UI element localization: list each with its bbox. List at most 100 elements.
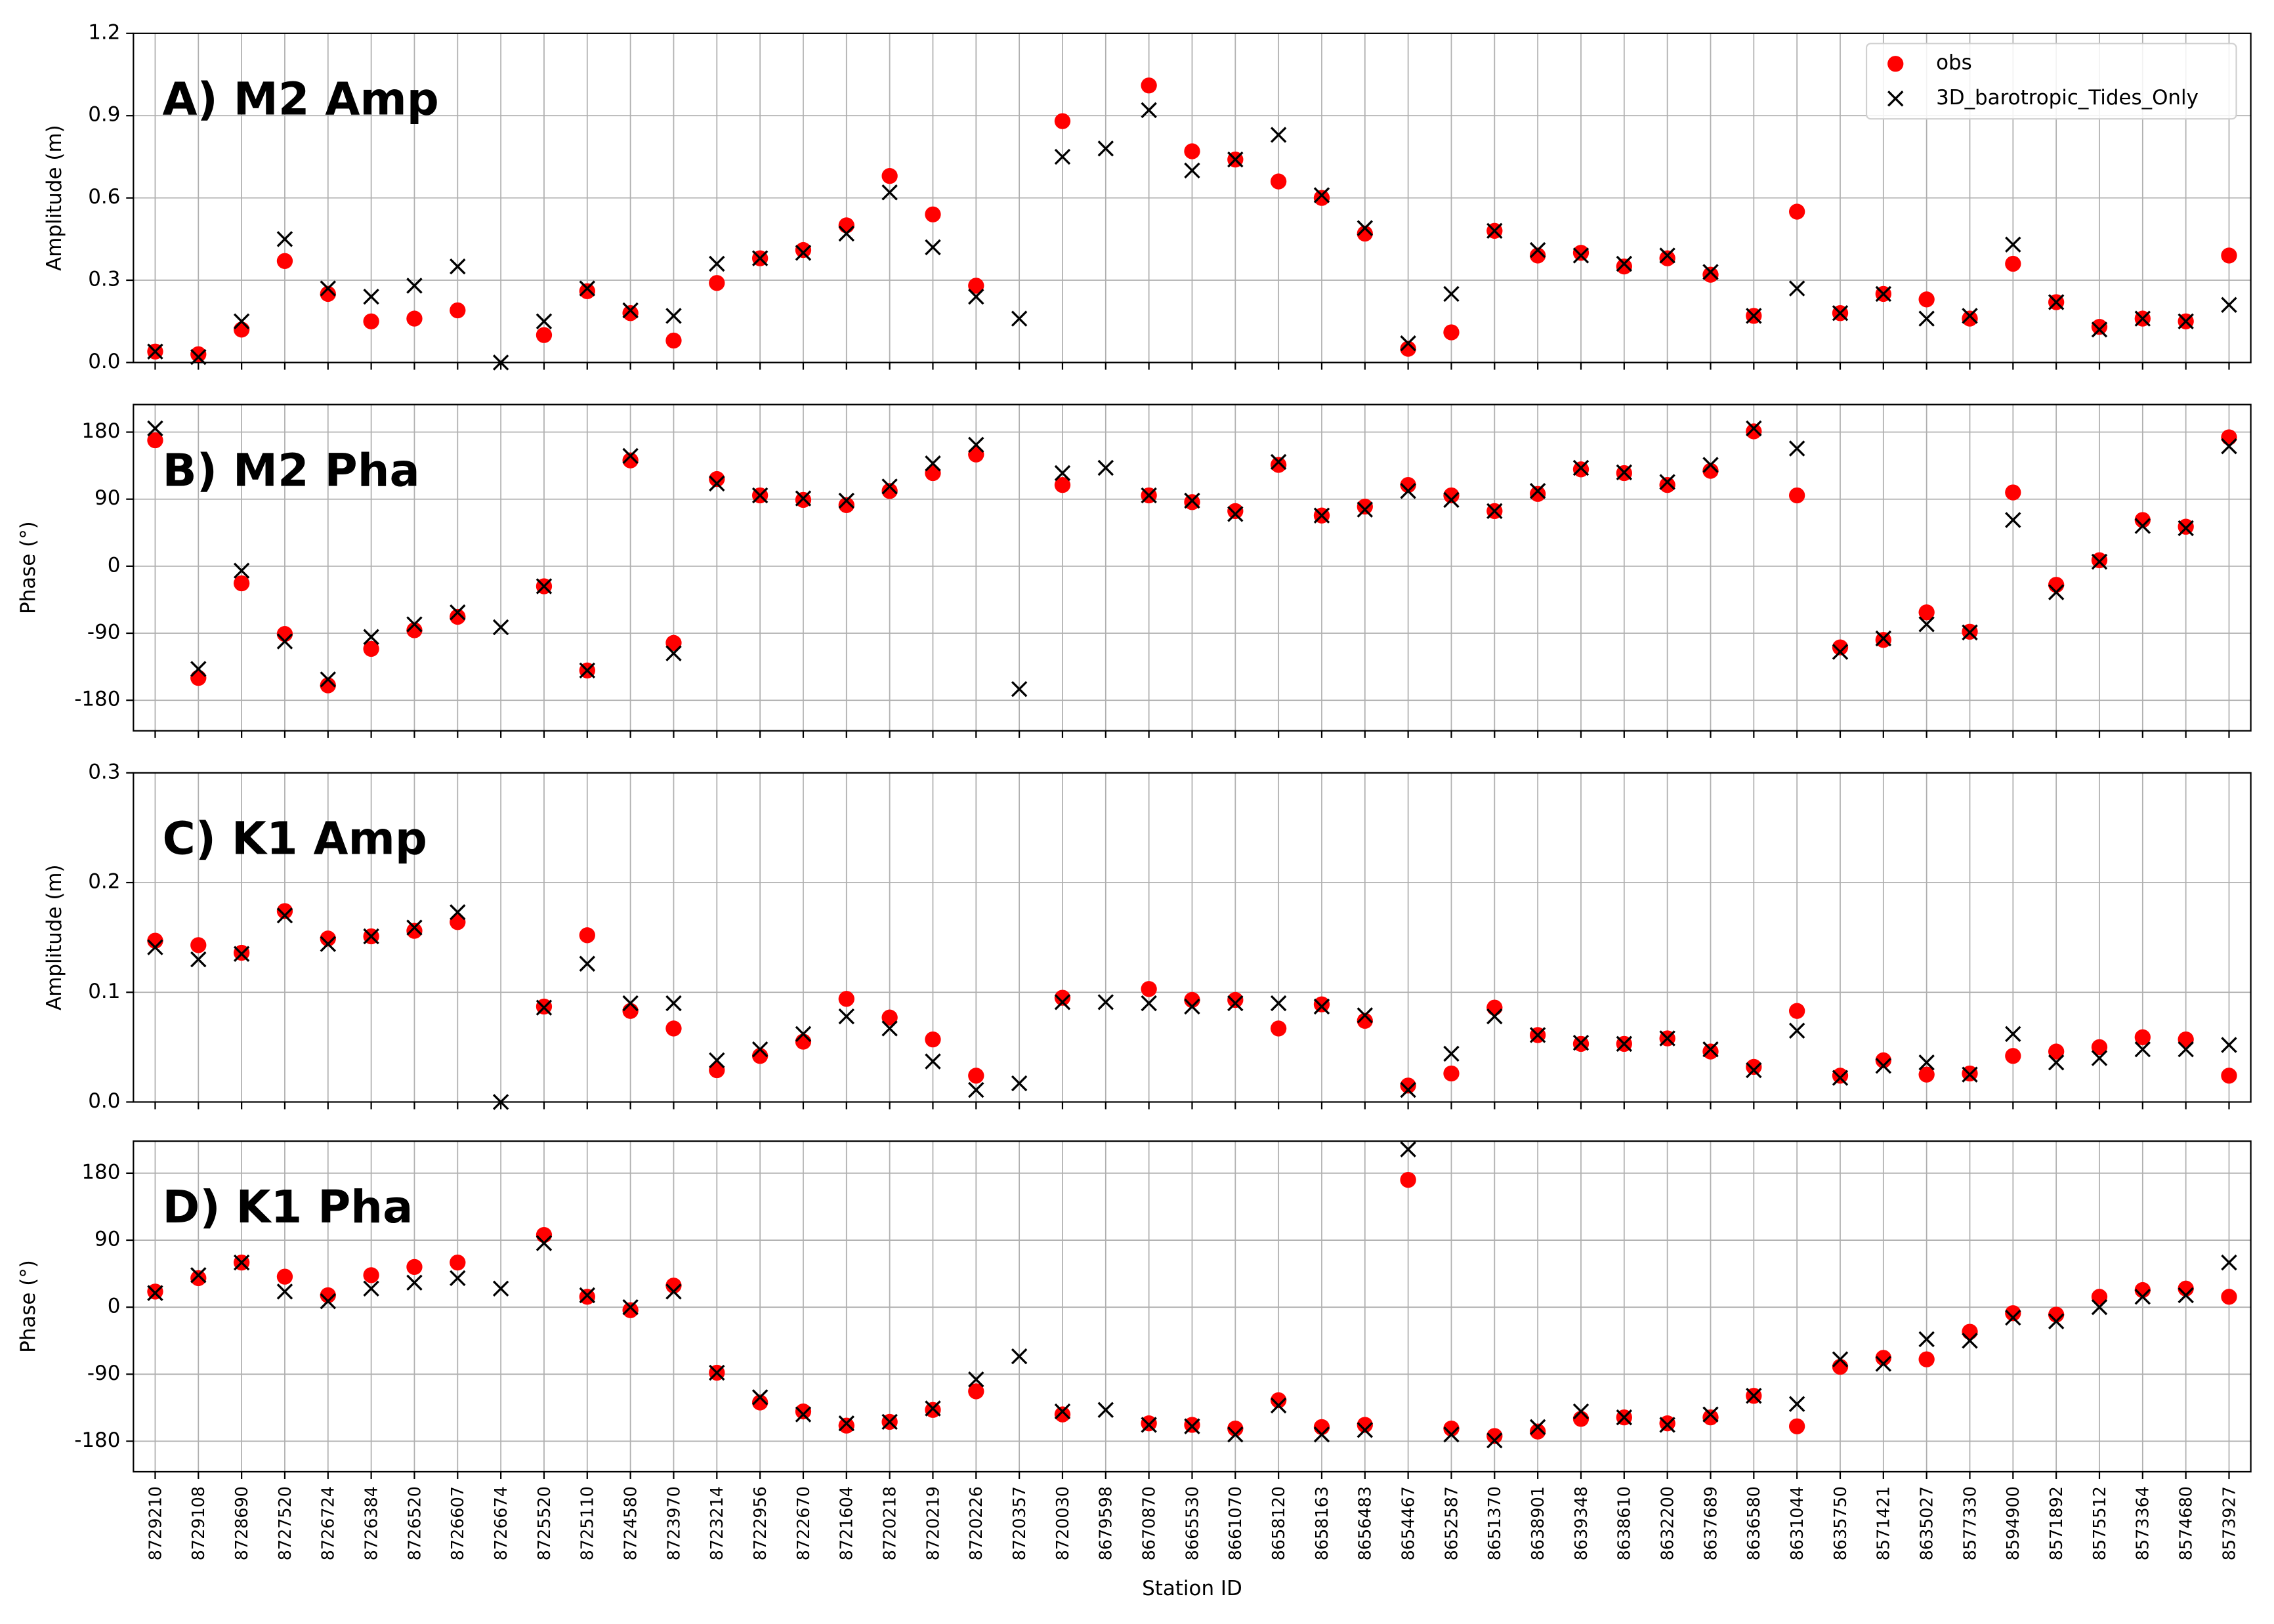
y-tick-label: 0.6 bbox=[88, 185, 120, 209]
obs-point bbox=[968, 278, 984, 294]
obs-point bbox=[1313, 996, 1330, 1012]
obs-point bbox=[1529, 486, 1546, 502]
model-point bbox=[1141, 487, 1157, 504]
obs-point bbox=[406, 1259, 423, 1276]
obs-point bbox=[1746, 1058, 1762, 1075]
x-tick-label: 8571421 bbox=[1874, 1486, 1893, 1560]
obs-point bbox=[320, 930, 336, 947]
obs-point bbox=[1054, 113, 1071, 129]
model-point bbox=[579, 955, 596, 972]
x-tick-label: 8679598 bbox=[1096, 1486, 1116, 1560]
model-point bbox=[1357, 1422, 1374, 1438]
model-point bbox=[622, 448, 639, 465]
model-point bbox=[1702, 264, 1719, 280]
model-point bbox=[1702, 457, 1719, 473]
model-point bbox=[1616, 464, 1633, 481]
model-point bbox=[1702, 1041, 1719, 1058]
obs-point bbox=[1227, 503, 1244, 520]
model-point bbox=[536, 999, 553, 1016]
model-point bbox=[2134, 1289, 2151, 1305]
model-point bbox=[1832, 1351, 1849, 1367]
x-tick-label: 8651370 bbox=[1484, 1486, 1504, 1560]
obs-point bbox=[276, 1268, 293, 1285]
model-point bbox=[363, 629, 379, 645]
model-point bbox=[1572, 1034, 1590, 1051]
model-point bbox=[233, 562, 250, 579]
x-tick-label: 8725110 bbox=[578, 1486, 597, 1560]
model-point bbox=[622, 302, 639, 319]
model-point bbox=[276, 907, 293, 924]
model-point bbox=[233, 946, 250, 962]
model-point bbox=[1918, 616, 1935, 633]
x-tick-label: 8720219 bbox=[923, 1486, 942, 1560]
panel-title: D) K1 Pha bbox=[163, 1181, 413, 1234]
model-point bbox=[1141, 995, 1157, 1012]
model-point bbox=[190, 1267, 207, 1283]
model-point bbox=[795, 245, 812, 261]
legend-marker bbox=[1887, 91, 1904, 107]
x-tick-label: 8729210 bbox=[145, 1486, 165, 1560]
obs-point bbox=[1443, 1065, 1460, 1082]
model-point bbox=[1702, 1406, 1719, 1423]
x-tick-label: 8722956 bbox=[750, 1486, 770, 1560]
legend-box bbox=[1865, 43, 2237, 120]
y-tick-label: -180 bbox=[74, 688, 120, 711]
obs-point bbox=[363, 1267, 379, 1283]
model-point bbox=[1572, 459, 1590, 476]
model-point bbox=[1659, 1417, 1675, 1433]
model-point bbox=[190, 661, 207, 677]
model-point bbox=[665, 308, 682, 324]
x-tick-label: 8723970 bbox=[663, 1486, 683, 1560]
model-point bbox=[1572, 1403, 1590, 1420]
model-point bbox=[276, 633, 293, 650]
y-tick-label: 90 bbox=[95, 1228, 120, 1251]
plot-frame bbox=[133, 32, 2252, 364]
model-point bbox=[2005, 512, 2021, 528]
model-point bbox=[1746, 1388, 1762, 1404]
y-tick-label: 1.2 bbox=[88, 20, 120, 44]
obs-point bbox=[1918, 1066, 1935, 1083]
obs-point bbox=[1486, 1428, 1503, 1444]
model-point bbox=[2005, 236, 2021, 253]
model-point bbox=[1529, 241, 1546, 259]
x-tick-label: 8726384 bbox=[361, 1486, 381, 1560]
obs-point bbox=[622, 1003, 639, 1019]
obs-point bbox=[1962, 1323, 1978, 1340]
obs-point bbox=[795, 241, 812, 259]
x-tick-label: 8635750 bbox=[1830, 1486, 1850, 1560]
obs-point bbox=[1875, 1052, 1891, 1069]
model-point bbox=[363, 1280, 379, 1297]
obs-point bbox=[881, 168, 898, 184]
model-point bbox=[2221, 1037, 2237, 1053]
model-point bbox=[925, 239, 941, 256]
model-point bbox=[1141, 1417, 1157, 1433]
model-point bbox=[147, 1285, 163, 1301]
model-point bbox=[363, 928, 379, 945]
model-point bbox=[1141, 102, 1157, 119]
x-tick-label: 8720357 bbox=[1009, 1486, 1029, 1560]
obs-point bbox=[1832, 1068, 1849, 1084]
obs-point bbox=[925, 1031, 941, 1048]
model-point bbox=[579, 1287, 596, 1304]
model-point bbox=[406, 278, 423, 294]
model-point bbox=[709, 255, 725, 272]
y-tick-label: -180 bbox=[74, 1428, 120, 1452]
obs-point bbox=[838, 497, 854, 513]
model-point bbox=[968, 1371, 984, 1388]
model-point bbox=[536, 578, 553, 594]
model-point bbox=[1184, 162, 1200, 179]
obs-point bbox=[838, 991, 854, 1007]
model-point bbox=[2178, 1041, 2194, 1058]
model-point bbox=[1011, 680, 1028, 697]
obs-point bbox=[1357, 1012, 1373, 1029]
model-point bbox=[147, 343, 163, 360]
obs-point bbox=[147, 432, 163, 449]
obs-point bbox=[795, 1403, 812, 1420]
model-point bbox=[2221, 1254, 2237, 1271]
obs-point bbox=[1832, 1358, 1849, 1375]
model-point bbox=[1746, 1062, 1762, 1079]
obs-point bbox=[1788, 1418, 1805, 1434]
obs-point bbox=[1702, 463, 1719, 479]
x-tick-label: 8727520 bbox=[275, 1486, 295, 1560]
